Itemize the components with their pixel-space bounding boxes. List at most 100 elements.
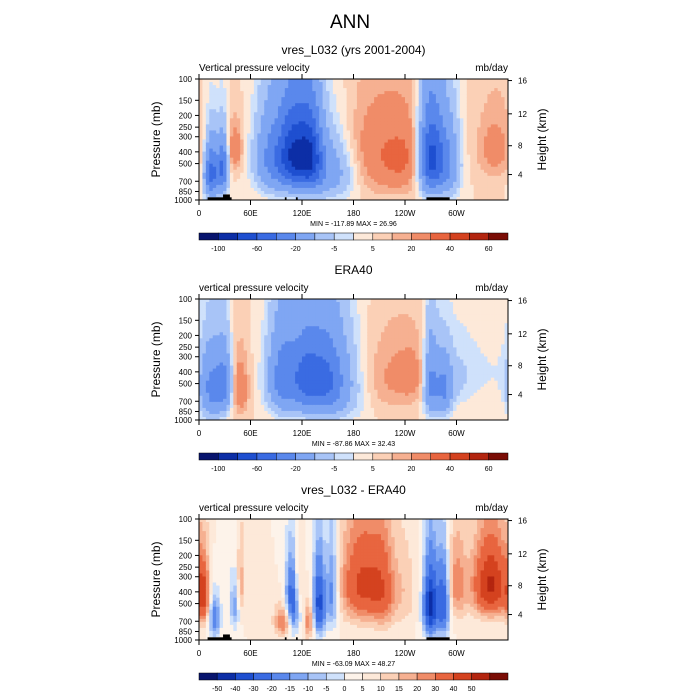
heatmap-cell bbox=[298, 106, 303, 110]
heatmap-cell bbox=[253, 371, 258, 376]
heatmap-cell bbox=[223, 172, 227, 177]
heatmap-cell bbox=[257, 88, 262, 92]
heatmap-cell bbox=[442, 97, 447, 101]
heatmap-cell bbox=[384, 121, 389, 125]
heatmap-cell bbox=[356, 181, 361, 186]
heatmap-cell bbox=[253, 302, 258, 306]
heatmap-cell bbox=[302, 401, 306, 406]
heatmap-cell bbox=[253, 109, 258, 113]
heatmap-cell bbox=[199, 193, 203, 198]
heatmap-cell bbox=[429, 121, 433, 125]
heatmap-cell bbox=[298, 356, 303, 360]
heatmap-cell bbox=[199, 109, 203, 113]
heatmap-cell bbox=[202, 371, 207, 376]
heatmap-cell bbox=[219, 100, 224, 104]
heatmap-cell bbox=[473, 112, 478, 116]
heatmap-cell bbox=[466, 115, 471, 119]
heatmap-cell bbox=[470, 94, 475, 98]
heatmap-cell bbox=[202, 82, 207, 86]
heatmap-cell bbox=[302, 317, 306, 321]
heatmap-cell bbox=[363, 109, 368, 113]
heatmap-cell bbox=[243, 148, 248, 152]
heatmap-cell bbox=[199, 338, 203, 342]
heatmap-cell bbox=[429, 184, 433, 189]
heatmap-cell bbox=[205, 329, 210, 333]
heatmap-cell bbox=[216, 109, 220, 113]
heatmap-cell bbox=[236, 380, 241, 385]
heatmap-cell bbox=[291, 353, 296, 357]
heatmap-cell bbox=[212, 97, 217, 101]
heatmap-cell bbox=[284, 166, 289, 171]
heatmap-cell bbox=[260, 359, 265, 363]
heatmap-cell bbox=[356, 142, 361, 146]
heatmap-cell bbox=[199, 190, 203, 195]
heatmap-cell bbox=[271, 136, 275, 140]
heatmap-cell bbox=[463, 157, 468, 162]
heatmap-cell bbox=[295, 359, 299, 363]
heatmap-cell bbox=[350, 151, 354, 156]
heatmap-cell bbox=[233, 410, 238, 415]
heatmap-cell bbox=[226, 187, 231, 192]
heatmap-cell bbox=[205, 392, 210, 397]
heatmap-cell bbox=[271, 145, 275, 149]
heatmap-cell bbox=[463, 109, 468, 113]
heatmap-cell bbox=[415, 121, 420, 125]
heatmap-cell bbox=[253, 133, 258, 137]
heatmap-cell bbox=[226, 175, 231, 180]
heatmap-cell bbox=[308, 136, 313, 140]
heatmap-cell bbox=[284, 85, 289, 89]
heatmap-cell bbox=[199, 139, 203, 143]
heatmap-cell bbox=[312, 193, 317, 198]
heatmap-cell bbox=[370, 178, 375, 183]
heatmap-cell bbox=[250, 311, 255, 315]
heatmap-cell bbox=[243, 377, 248, 382]
heatmap-cell bbox=[305, 362, 310, 366]
heatmap-cell bbox=[422, 151, 426, 156]
heatmap-cell bbox=[449, 166, 454, 171]
heatmap-cell bbox=[374, 172, 378, 177]
heatmap-cell bbox=[240, 350, 245, 354]
heatmap-cell bbox=[384, 91, 389, 95]
heatmap-cell bbox=[398, 127, 402, 131]
heatmap-cell bbox=[405, 181, 409, 186]
heatmap-cell bbox=[209, 115, 214, 119]
heatmap-cell bbox=[432, 82, 437, 86]
heatmap-cell bbox=[459, 124, 464, 128]
heatmap-cell bbox=[435, 103, 440, 107]
heatmap-cell bbox=[459, 142, 464, 146]
heatmap-cell bbox=[439, 103, 444, 107]
heatmap-cell bbox=[298, 392, 303, 397]
heatmap-cell bbox=[243, 115, 248, 119]
heatmap-cell bbox=[226, 91, 231, 95]
heatmap-cell bbox=[247, 383, 251, 388]
heatmap-cell bbox=[295, 100, 299, 104]
heatmap-cell bbox=[477, 112, 481, 116]
heatmap-cell bbox=[487, 166, 492, 171]
heatmap-cell bbox=[422, 79, 426, 83]
heatmap-cell bbox=[336, 106, 341, 110]
heatmap-cell bbox=[281, 329, 286, 333]
heatmap-cell bbox=[291, 166, 296, 171]
heatmap-cell bbox=[360, 133, 365, 137]
heatmap-cell bbox=[274, 317, 279, 321]
heatmap-cell bbox=[257, 362, 262, 366]
heatmap-cell bbox=[302, 121, 306, 125]
heatmap-cell bbox=[277, 154, 282, 159]
heatmap-cell bbox=[305, 133, 310, 137]
heatmap-cell bbox=[295, 398, 299, 403]
heatmap-cell bbox=[384, 85, 389, 89]
heatmap-cell bbox=[209, 347, 214, 351]
heatmap-cell bbox=[236, 100, 241, 104]
heatmap-cell bbox=[219, 178, 224, 183]
heatmap-cell bbox=[202, 106, 207, 110]
heatmap-cell bbox=[250, 338, 255, 342]
heatmap-cell bbox=[504, 106, 509, 110]
heatmap-cell bbox=[353, 154, 358, 159]
heatmap-cell bbox=[353, 124, 358, 128]
heatmap-cell bbox=[308, 311, 313, 315]
heatmap-cell bbox=[425, 136, 430, 140]
heatmap-cell bbox=[387, 106, 392, 110]
colorbar-label: 40 bbox=[446, 246, 454, 253]
heatmap-cell bbox=[405, 106, 409, 110]
heatmap-cell bbox=[305, 410, 310, 415]
